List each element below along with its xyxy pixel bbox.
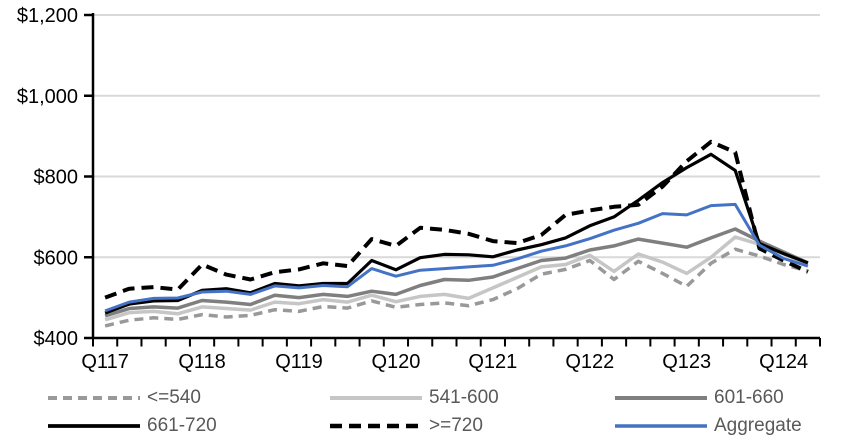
x-axis-tick-label: Q124 xyxy=(759,351,808,373)
legend-item-4: >=720 xyxy=(330,414,483,438)
legend-item-1: 541-600 xyxy=(330,386,499,410)
series-line-0 xyxy=(104,247,809,328)
x-axis-tick-label: Q117 xyxy=(81,351,128,373)
x-axis-tick-label: Q119 xyxy=(275,351,322,373)
legend-swatch-2 xyxy=(615,396,707,400)
legend-item-2: 601-660 xyxy=(615,386,784,410)
legend-label: <=540 xyxy=(147,387,201,408)
legend-swatch-0 xyxy=(48,396,140,400)
legend-item-5: Aggregate xyxy=(615,414,802,438)
x-axis-tick-label: Q120 xyxy=(371,351,420,373)
series-line-1 xyxy=(104,235,809,322)
legend-label: 541-600 xyxy=(429,387,499,408)
legend-label: >=720 xyxy=(429,415,483,436)
legend-swatch-4 xyxy=(330,423,422,429)
y-axis-tick-label: $1,000 xyxy=(17,86,78,108)
y-axis-tick-label: $1,200 xyxy=(17,5,78,27)
x-axis-tick-label: Q123 xyxy=(662,351,711,373)
legend-swatch-3 xyxy=(48,424,140,428)
series-line-3 xyxy=(104,152,809,315)
x-axis-tick-label: Q122 xyxy=(565,351,614,373)
series-line-2 xyxy=(104,227,809,318)
legend-swatch-1 xyxy=(330,396,422,400)
legend-label: 661-720 xyxy=(147,415,217,436)
legend-item-0: <=540 xyxy=(48,386,201,410)
x-axis-tick-label: Q118 xyxy=(178,351,225,373)
legend-item-3: 661-720 xyxy=(48,414,217,438)
series-line-5 xyxy=(104,202,809,313)
series-line-4 xyxy=(104,139,809,300)
legend-label: Aggregate xyxy=(714,415,802,436)
legend-label: 601-660 xyxy=(714,387,784,408)
legend-swatch-5 xyxy=(615,424,707,428)
chart-legend: <=540 541-600 601-660 661-720 >=720 Aggregate xyxy=(0,383,852,442)
x-axis-tick-label: Q121 xyxy=(468,351,517,373)
y-axis-tick-label: $800 xyxy=(34,167,79,189)
y-axis-tick-label: $400 xyxy=(34,328,79,350)
y-axis-tick-label: $600 xyxy=(34,247,79,269)
